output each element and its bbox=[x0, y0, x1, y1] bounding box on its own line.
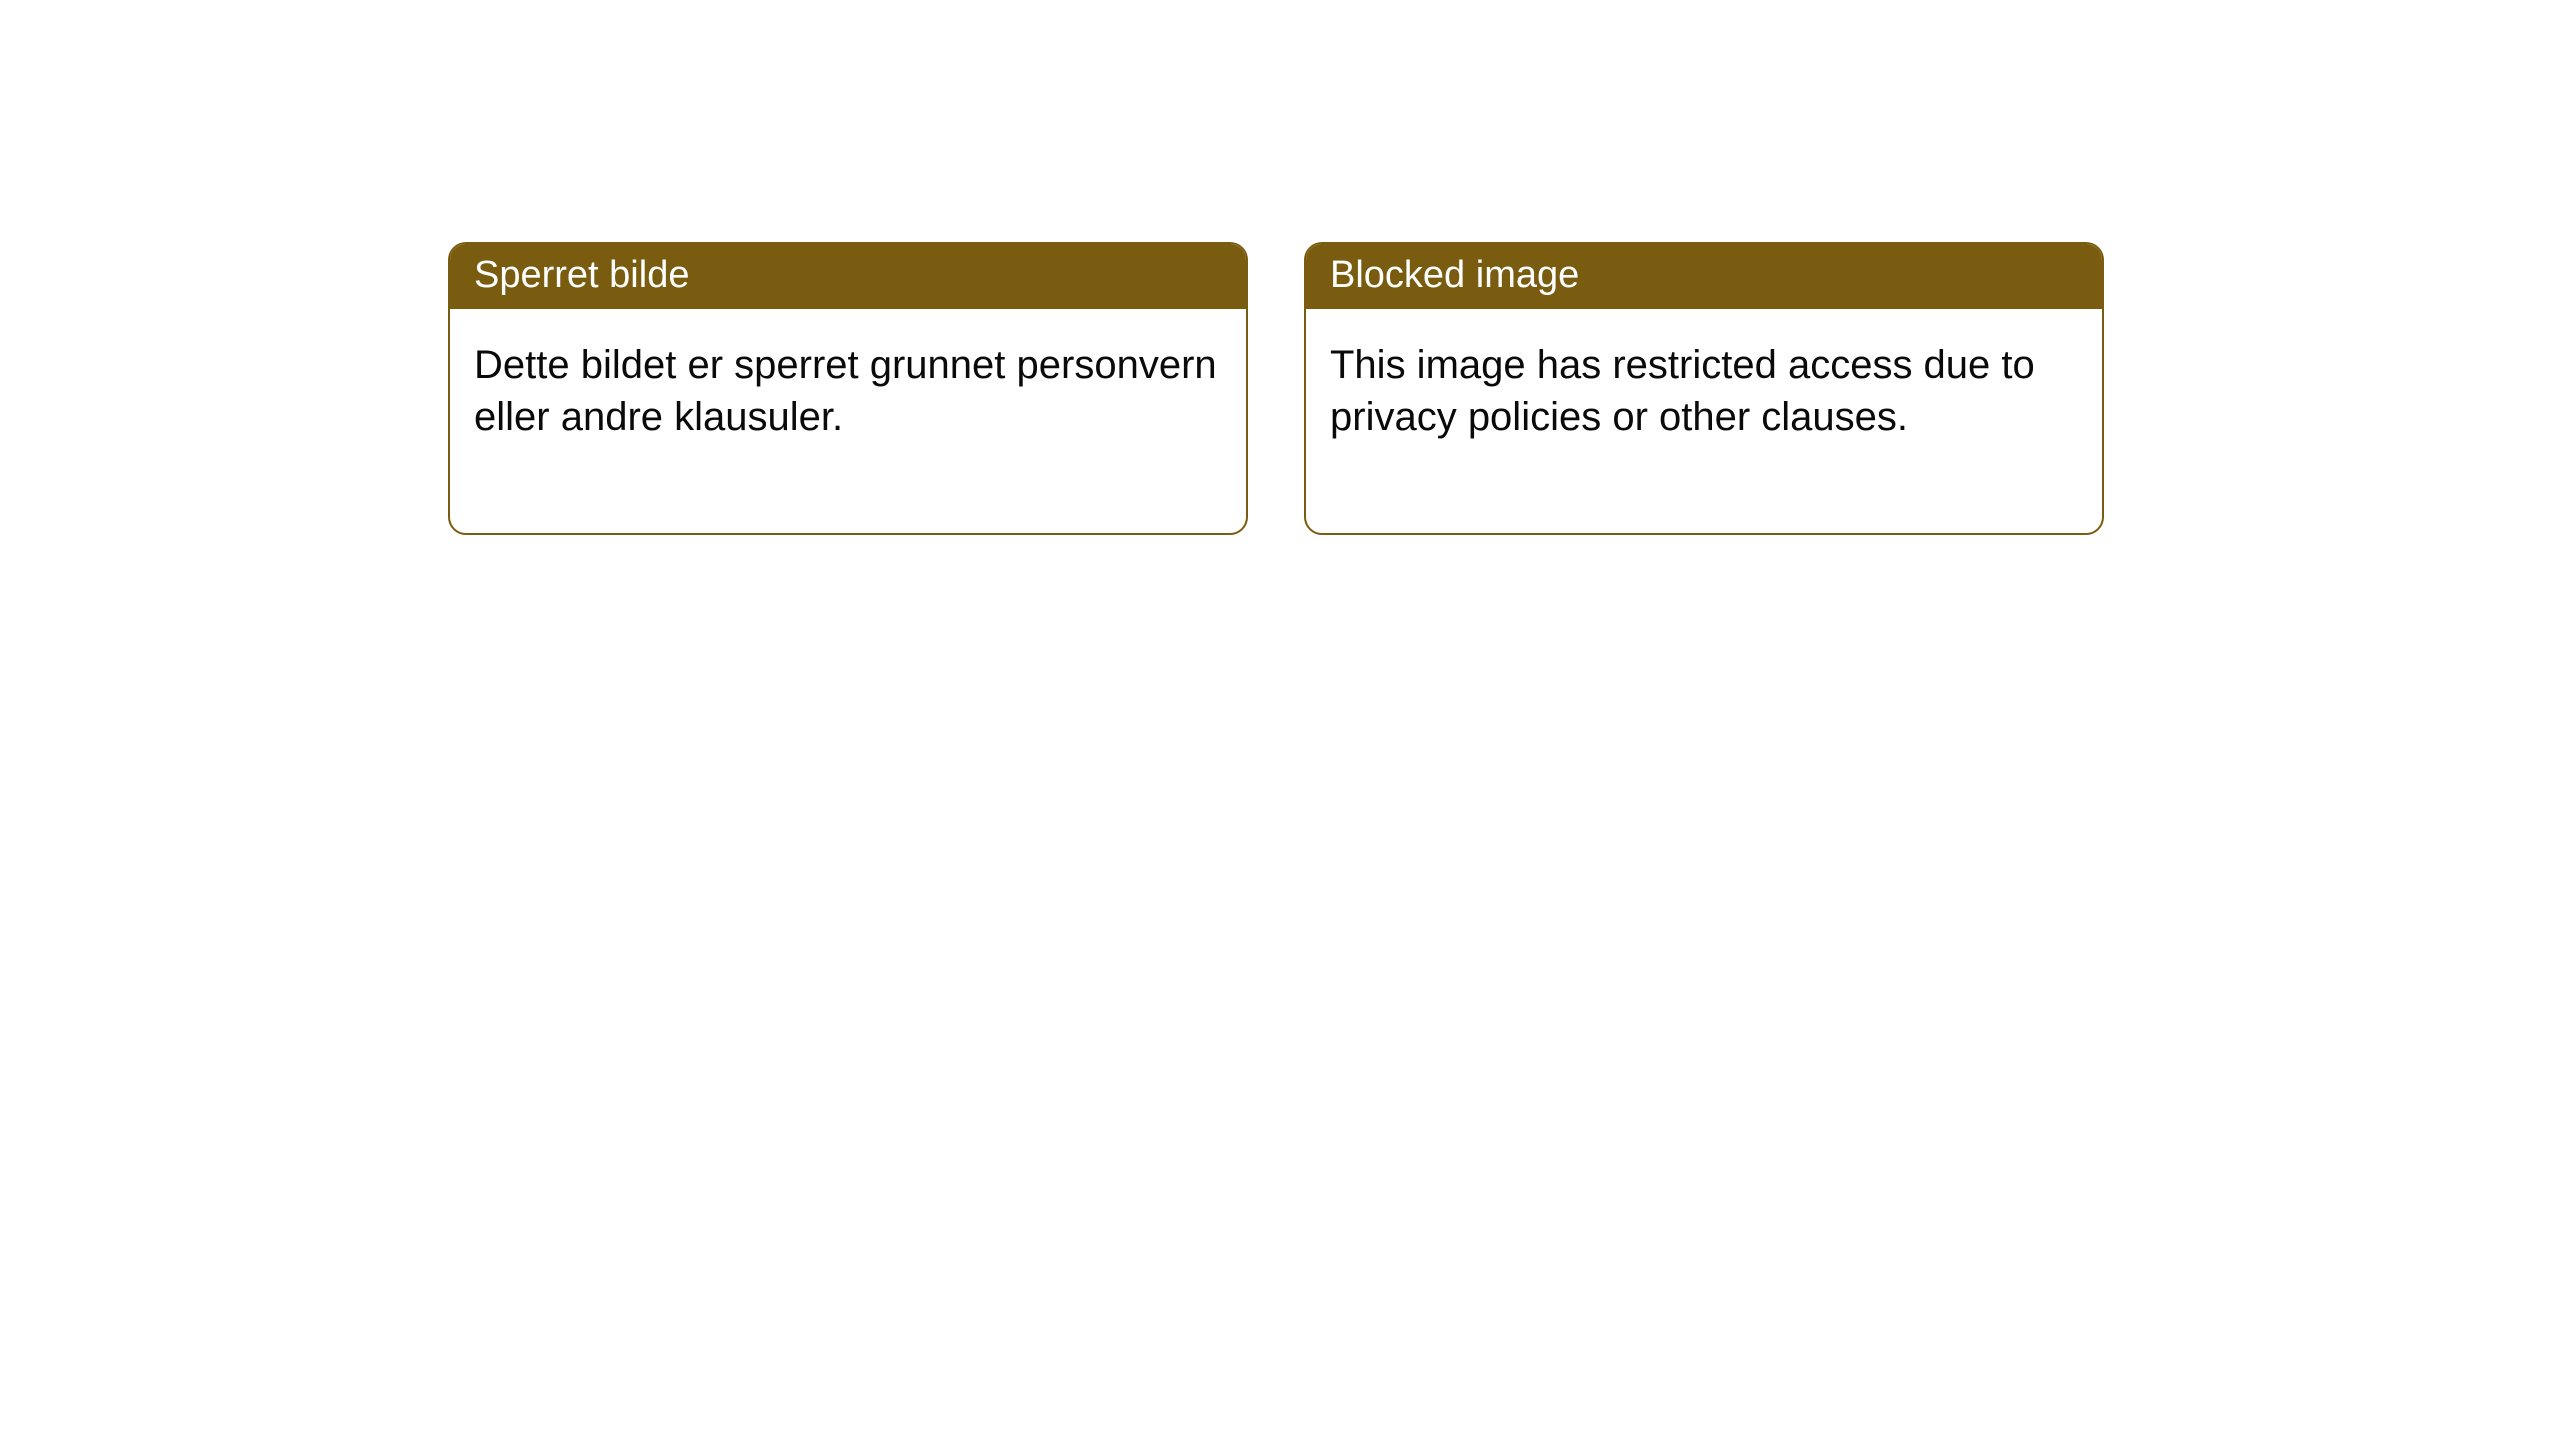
notice-body: Dette bildet er sperret grunnet personve… bbox=[450, 309, 1246, 533]
notice-header: Blocked image bbox=[1306, 244, 2102, 309]
notice-container: Sperret bilde Dette bildet er sperret gr… bbox=[0, 0, 2560, 535]
notice-card-english: Blocked image This image has restricted … bbox=[1304, 242, 2104, 535]
notice-body: This image has restricted access due to … bbox=[1306, 309, 2102, 533]
notice-header: Sperret bilde bbox=[450, 244, 1246, 309]
notice-card-norwegian: Sperret bilde Dette bildet er sperret gr… bbox=[448, 242, 1248, 535]
